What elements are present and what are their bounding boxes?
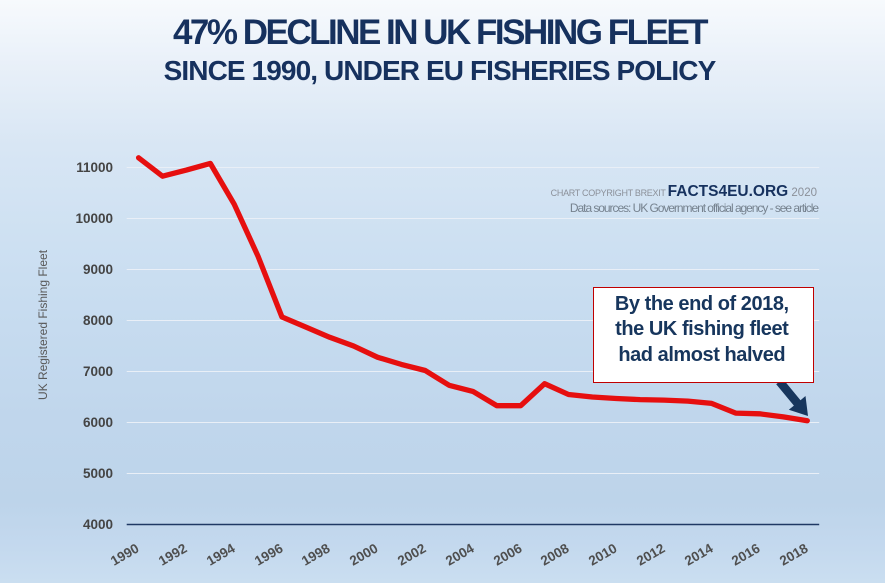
svg-text:11000: 11000: [76, 160, 113, 175]
svg-text:1998: 1998: [299, 540, 333, 568]
svg-text:10000: 10000: [75, 211, 113, 226]
svg-text:1996: 1996: [252, 540, 286, 568]
svg-text:1990: 1990: [108, 541, 142, 569]
svg-text:9000: 9000: [83, 262, 113, 277]
svg-text:2006: 2006: [491, 540, 525, 568]
svg-text:2016: 2016: [729, 540, 763, 568]
svg-text:UK Registered Fishing Fleet: UK Registered Fishing Fleet: [36, 249, 50, 400]
svg-text:1992: 1992: [156, 541, 190, 569]
svg-text:8000: 8000: [83, 313, 113, 328]
svg-text:6000: 6000: [83, 415, 113, 430]
svg-text:2000: 2000: [347, 541, 381, 569]
svg-text:2004: 2004: [443, 540, 477, 568]
svg-text:2002: 2002: [395, 541, 429, 569]
svg-text:2018: 2018: [777, 540, 811, 568]
svg-text:4000: 4000: [83, 517, 113, 532]
svg-text:1994: 1994: [204, 540, 238, 568]
svg-text:2008: 2008: [538, 540, 572, 568]
svg-text:2010: 2010: [586, 541, 620, 569]
svg-text:2012: 2012: [634, 541, 668, 569]
svg-text:2014: 2014: [682, 540, 716, 568]
svg-text:5000: 5000: [83, 466, 113, 481]
svg-text:7000: 7000: [83, 364, 113, 379]
